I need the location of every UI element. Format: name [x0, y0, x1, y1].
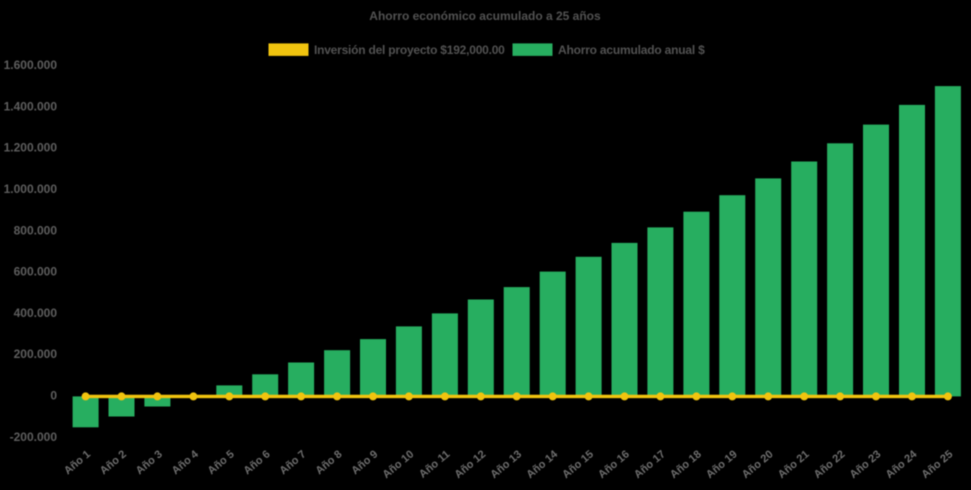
svg-text:1.000.000: 1.000.000 — [4, 182, 58, 196]
svg-text:0: 0 — [50, 389, 57, 403]
svg-text:200.000: 200.000 — [14, 347, 58, 361]
svg-text:1.600.000: 1.600.000 — [4, 58, 58, 72]
svg-text:Ahorro acumulado anual $: Ahorro acumulado anual $ — [558, 43, 705, 57]
svg-text:800.000: 800.000 — [14, 223, 58, 237]
svg-text:1.200.000: 1.200.000 — [4, 141, 58, 155]
svg-text:Ahorro económico acumulado a 2: Ahorro económico acumulado a 25 años — [369, 9, 601, 23]
svg-text:1.400.000: 1.400.000 — [4, 99, 58, 113]
svg-text:400.000: 400.000 — [14, 306, 58, 320]
svg-text:Inversión del proyecto $192,00: Inversión del proyecto $192,000.00 — [314, 43, 505, 57]
svg-text:600.000: 600.000 — [14, 265, 58, 279]
svg-text:-200.000: -200.000 — [10, 430, 58, 444]
